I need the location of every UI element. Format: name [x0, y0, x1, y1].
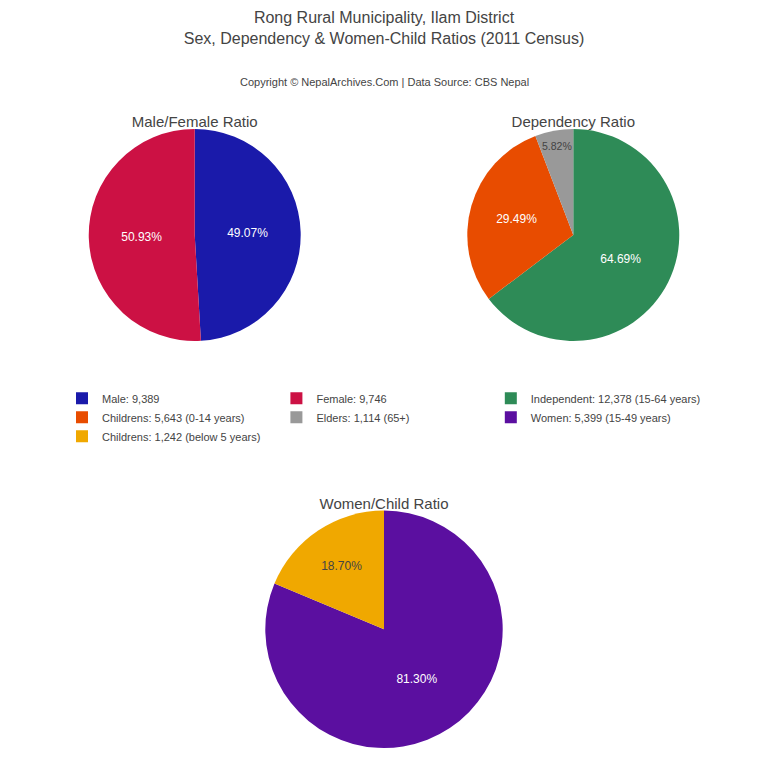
svg-text:18.70%: 18.70%: [321, 559, 362, 573]
svg-text:Female: 9,746: Female: 9,746: [316, 393, 386, 405]
svg-text:Rong Rural Municipality, Ilam: Rong Rural Municipality, Ilam DistrictSe…: [184, 9, 585, 47]
svg-text:Copyright © NepalArchives.Com: Copyright © NepalArchives.Com | Data Sou…: [240, 76, 529, 88]
svg-text:Independent: 12,378 (15-64 yea: Independent: 12,378 (15-64 years): [531, 393, 700, 405]
svg-text:Elders: 1,114 (65+): Elders: 1,114 (65+): [316, 412, 409, 424]
svg-text:Childrens: 5,643 (0-14 years): Childrens: 5,643 (0-14 years): [102, 412, 244, 424]
svg-text:81.30%: 81.30%: [396, 672, 437, 686]
svg-text:Women/Child Ratio: Women/Child Ratio: [320, 495, 449, 512]
svg-text:5.82%: 5.82%: [542, 140, 572, 152]
svg-text:64.69%: 64.69%: [600, 252, 641, 266]
svg-text:Male/Female Ratio: Male/Female Ratio: [132, 113, 258, 130]
svg-text:50.93%: 50.93%: [121, 230, 162, 244]
svg-text:Women: 5,399 (15-49 years): Women: 5,399 (15-49 years): [531, 412, 671, 424]
svg-text:29.49%: 29.49%: [496, 212, 537, 226]
svg-text:49.07%: 49.07%: [227, 226, 268, 240]
svg-text:Childrens: 1,242 (below 5 year: Childrens: 1,242 (below 5 years): [102, 431, 260, 443]
svg-text:Dependency Ratio: Dependency Ratio: [512, 113, 635, 130]
svg-text:Male: 9,389: Male: 9,389: [102, 393, 159, 405]
